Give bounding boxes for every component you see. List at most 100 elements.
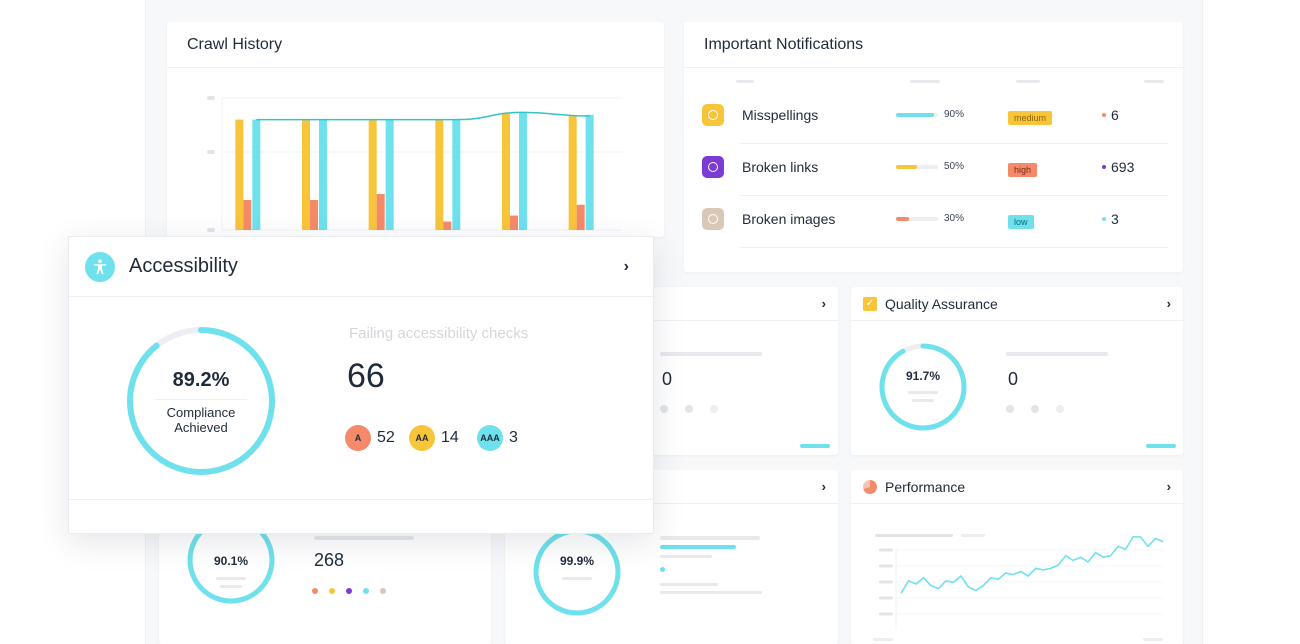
severity-badge: low	[1008, 212, 1034, 230]
column-header-placeholder	[1016, 80, 1040, 83]
text-placeholder	[660, 536, 760, 540]
bar-series-3	[385, 119, 394, 230]
bar-series-1	[568, 116, 577, 230]
chevron-right-icon[interactable]: ›	[821, 296, 826, 311]
bar-series-3	[319, 119, 327, 230]
accessibility-title: Accessibility	[129, 255, 238, 277]
y-tick-placeholder	[207, 150, 215, 154]
accessibility-header[interactable]: Accessibility ›	[69, 237, 653, 297]
bar-series-2	[310, 200, 318, 230]
level-count: 52	[377, 429, 395, 446]
accent-bar	[1146, 444, 1176, 448]
bottom-middle-percent: 99.9%	[559, 554, 595, 568]
row-divider	[740, 195, 1168, 196]
chevron-right-icon[interactable]: ›	[1166, 296, 1171, 311]
text-placeholder	[660, 555, 712, 558]
bar-series-3	[252, 119, 261, 230]
progress-fill	[896, 113, 934, 117]
notification-percent: 90%	[944, 109, 965, 120]
middle-card-header: ›	[505, 287, 838, 321]
row-divider	[740, 247, 1168, 248]
accent-bar	[800, 444, 830, 448]
notification-name: Misspellings	[742, 107, 819, 123]
compliance-caption-line1: Compliance	[166, 405, 236, 420]
notification-row[interactable]: Broken images 30% low 3	[700, 204, 1168, 248]
bottom-left-value: 268	[314, 550, 345, 570]
bottom-middle-header: ›	[505, 470, 838, 504]
bar-series-2	[243, 200, 252, 230]
notification-percent: 50%	[944, 161, 965, 172]
bar-series-3	[519, 112, 527, 230]
legend-placeholder	[961, 534, 985, 537]
level-count: 14	[441, 429, 459, 446]
notifications-card: Important Notifications Misspellings 90% m…	[684, 22, 1183, 272]
bar-series-2	[510, 215, 518, 230]
count-dot	[1102, 113, 1106, 117]
y-tick-placeholder	[879, 580, 893, 584]
status-dot	[312, 588, 318, 594]
broken-link-icon	[702, 156, 724, 178]
x-tick-placeholder	[1143, 638, 1163, 641]
notification-row[interactable]: Misspellings 90% medium 6	[700, 100, 1168, 144]
performance-line	[900, 536, 1164, 594]
status-dot	[346, 588, 352, 594]
bottom-middle-ring	[533, 528, 621, 616]
conformance-level: AA 14	[409, 425, 459, 451]
bar-series-2	[443, 221, 452, 230]
indicator-dot	[1006, 405, 1014, 413]
indicator-dot	[1056, 405, 1064, 413]
trend-line	[256, 111, 590, 121]
notification-row[interactable]: Broken links 50% high 693	[700, 152, 1168, 196]
crawl-history-header: Crawl History	[167, 22, 664, 68]
chevron-right-icon[interactable]: ›	[1166, 479, 1171, 494]
performance-title: Performance	[885, 478, 966, 495]
y-tick-placeholder	[879, 596, 893, 600]
indicator-dot	[685, 405, 693, 413]
accessibility-card: Accessibility › 89.2% Compliance Achieve…	[68, 236, 654, 534]
bar-series-1	[435, 119, 444, 230]
bar-series-1	[368, 119, 377, 230]
bottom-left-percent: 90.1%	[213, 554, 249, 568]
quality-assurance-title: Quality Assurance	[885, 295, 998, 312]
broken-image-icon	[702, 208, 724, 230]
legend-placeholder	[875, 534, 953, 537]
crawl-history-title: Crawl History	[187, 35, 283, 53]
level-badge: AA	[409, 425, 435, 451]
icon-glyph	[708, 214, 718, 224]
notifications-header: Important Notifications	[684, 22, 1183, 68]
text-placeholder	[660, 583, 718, 586]
status-dots	[312, 588, 402, 596]
progress-track	[896, 113, 938, 117]
progress-track	[896, 217, 938, 221]
text-placeholder	[912, 399, 934, 402]
chevron-right-icon[interactable]: ›	[821, 479, 826, 494]
text-placeholder	[660, 591, 762, 594]
indicator-dot	[660, 567, 665, 572]
icon-glyph	[708, 110, 718, 120]
y-tick-placeholder	[207, 96, 215, 100]
notification-count: 693	[1111, 159, 1135, 175]
conformance-level: AAA 3	[477, 425, 518, 451]
crawl-history-chart	[207, 96, 622, 232]
text-placeholder	[220, 585, 242, 588]
text-placeholder	[908, 391, 938, 394]
compliance-divider	[155, 399, 247, 400]
text-placeholder	[314, 536, 414, 540]
text-placeholder	[216, 577, 246, 580]
quality-assurance-header: ✓ Quality Assurance ›	[851, 287, 1183, 321]
accessibility-compliance-ring	[127, 327, 275, 475]
notification-name: Broken images	[742, 211, 836, 227]
failing-checks-count: 66	[347, 357, 385, 395]
notification-name: Broken links	[742, 159, 819, 175]
quality-assurance-percent: 91.7%	[905, 369, 941, 383]
performance-header: Performance ›	[851, 470, 1183, 504]
compliance-caption: Compliance Achieved	[121, 405, 281, 435]
y-tick-placeholder	[207, 228, 215, 232]
compliance-caption-line2: Achieved	[174, 420, 228, 435]
chevron-right-icon[interactable]: ›	[623, 257, 629, 275]
icon-glyph	[708, 162, 718, 172]
progress-fill	[896, 217, 909, 221]
performance-card: Performance ›	[851, 470, 1183, 644]
progress-track	[896, 165, 938, 169]
